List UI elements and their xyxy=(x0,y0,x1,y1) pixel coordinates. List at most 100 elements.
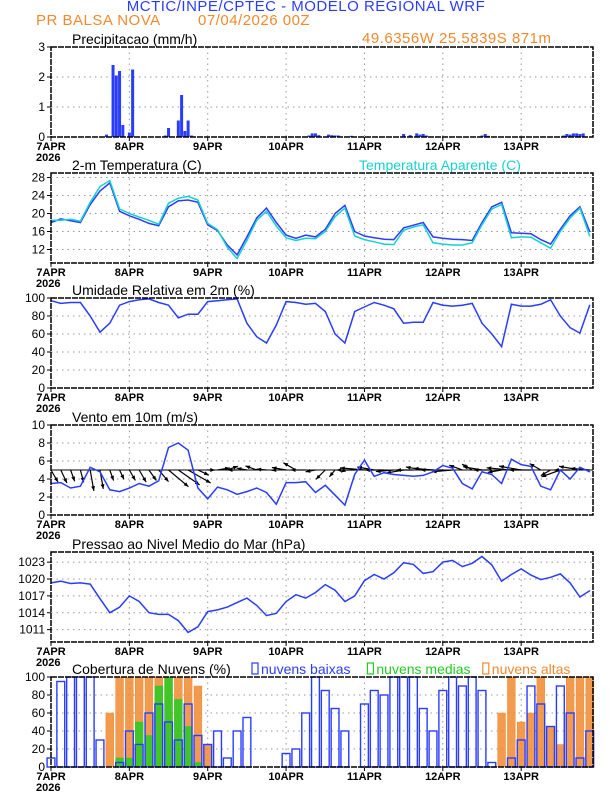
y-tick-label: 100 xyxy=(25,670,45,684)
data-point xyxy=(69,218,72,220)
wind-arrowhead xyxy=(256,467,262,472)
x-year-label: 2026 xyxy=(36,403,60,415)
x-year-label: 2026 xyxy=(36,782,60,792)
cloud-bar-nuvens-altas xyxy=(125,676,134,768)
data-point xyxy=(461,239,463,241)
wind-arrowhead xyxy=(232,465,238,470)
legend-swatch xyxy=(251,662,259,675)
cloud-bar-nuvens-baixas xyxy=(340,730,350,768)
data-point xyxy=(393,572,395,574)
data-point xyxy=(363,459,366,461)
data-point xyxy=(549,299,552,301)
data-point xyxy=(354,235,356,237)
cloud-bar-nuvens-baixas xyxy=(477,689,487,768)
data-point xyxy=(226,246,228,248)
data-point xyxy=(236,257,238,260)
data-point xyxy=(471,488,473,490)
panel-5: 0 20 40 60 80 100 7APR 8APR 9APR 10APR 11APR 12APR 1… xyxy=(25,661,595,792)
data-point xyxy=(589,230,591,233)
data-point xyxy=(481,224,483,226)
data-point xyxy=(559,573,561,575)
data-point xyxy=(579,596,581,598)
x-year-label: 2026 xyxy=(36,530,60,542)
data-point xyxy=(89,315,91,317)
cloud-bar-nuvens-baixas xyxy=(232,730,242,768)
data-point xyxy=(412,475,415,477)
cloud-bar-nuvens-baixas xyxy=(95,739,105,768)
wind-arrowhead xyxy=(420,468,426,472)
data-point xyxy=(256,604,258,607)
precip-bar xyxy=(568,134,572,137)
main-title: MCTIC/INPE/CPTEC - MODELO REGIONAL WRF xyxy=(126,0,486,15)
data-point xyxy=(216,229,219,231)
y-tick-label: 28 xyxy=(32,171,46,185)
data-point xyxy=(305,597,307,599)
y-tick-label: 1 xyxy=(38,100,45,114)
x-tick-label: 13APR xyxy=(503,646,539,658)
data-point xyxy=(207,222,209,224)
data-point xyxy=(167,613,170,616)
wind-arrowhead xyxy=(554,468,559,472)
data-point xyxy=(99,471,101,473)
data-point xyxy=(99,190,101,192)
data-point xyxy=(579,332,581,334)
wind-arrowhead xyxy=(290,468,296,472)
data-point xyxy=(373,475,375,477)
panel-title: Cobertura de Nuvens (%) xyxy=(72,661,231,677)
data-point xyxy=(412,563,415,565)
data-point xyxy=(246,322,248,324)
data-point xyxy=(69,301,72,304)
data-point xyxy=(491,473,493,476)
data-point xyxy=(461,482,463,485)
panel-title: Vento em 10m (m/s) xyxy=(72,409,198,425)
cloud-bar-nuvens-baixas xyxy=(65,676,76,768)
data-point xyxy=(324,230,326,233)
precip-bar xyxy=(111,65,115,137)
data-point xyxy=(295,594,297,596)
cloud-bar-nuvens-baixas xyxy=(320,689,330,768)
y-tick-label: 6 xyxy=(38,454,45,468)
y-tick-label: 16 xyxy=(32,225,46,239)
y-tick-label: 1014 xyxy=(18,606,45,620)
panel-title: Pressao ao Nivel Medio do Mar (hPa) xyxy=(72,536,305,552)
data-point xyxy=(79,485,81,487)
data-point xyxy=(373,301,375,304)
wind-arrowhead xyxy=(110,475,114,481)
y-tick-label: 80 xyxy=(32,688,46,702)
data-point xyxy=(60,580,62,582)
y-tick-label: 20 xyxy=(32,742,46,756)
cloud-bar-nuvens-baixas xyxy=(418,707,428,768)
x-tick-label: 11APR xyxy=(347,519,382,531)
precip-bar xyxy=(571,133,575,137)
plot-frame xyxy=(50,297,594,389)
data-point xyxy=(187,313,189,315)
data-point xyxy=(520,305,522,307)
data-point xyxy=(540,485,542,487)
data-point xyxy=(442,464,444,467)
data-point xyxy=(265,210,268,212)
wind-arrowhead xyxy=(365,468,370,472)
data-point xyxy=(295,482,297,484)
x-tick-label: 10APR xyxy=(268,519,304,531)
data-point xyxy=(118,491,121,493)
data-point xyxy=(403,562,405,564)
wind-arrowhead xyxy=(142,477,147,483)
data-point xyxy=(373,237,375,239)
data-point xyxy=(481,221,483,224)
x-tick-label: 12APR xyxy=(425,141,461,153)
data-point xyxy=(344,207,346,209)
wind-arrowhead xyxy=(152,475,157,481)
plot-frame xyxy=(50,424,594,516)
x-tick-label: 10APR xyxy=(268,267,304,279)
precip-bar xyxy=(327,134,331,137)
data-point xyxy=(314,491,317,494)
data-point xyxy=(461,244,463,246)
x-tick-label: 13APR xyxy=(503,267,539,279)
data-point xyxy=(60,219,62,221)
data-point xyxy=(549,489,552,491)
panel-title: Precipitacao (mm/h) xyxy=(72,31,197,47)
precip-bar xyxy=(121,125,125,137)
data-point xyxy=(89,466,91,468)
data-point xyxy=(579,466,581,468)
